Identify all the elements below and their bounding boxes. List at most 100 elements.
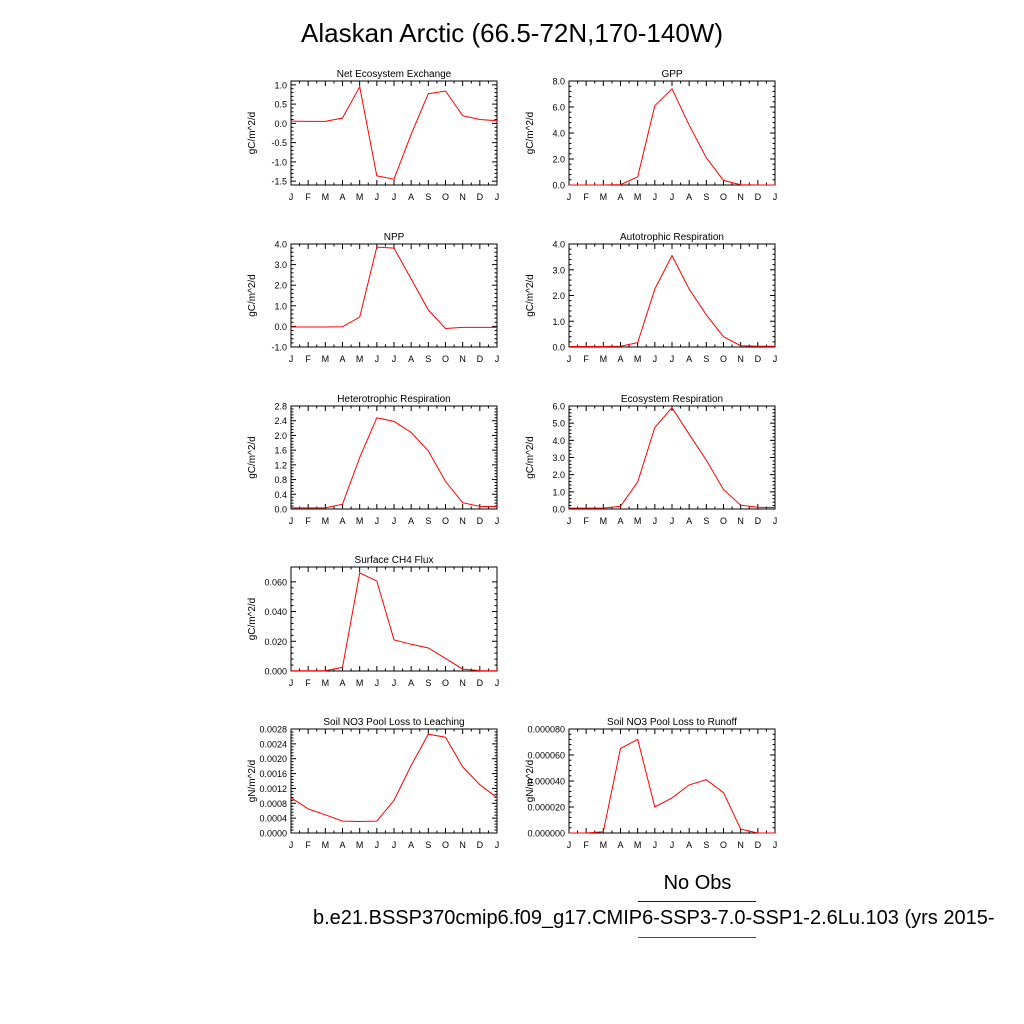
x-tick-label: D	[755, 354, 762, 364]
x-tick-label: D	[477, 354, 484, 364]
legend-run-line	[638, 937, 756, 938]
x-tick-label: J	[392, 840, 397, 850]
x-tick-label: N	[459, 516, 466, 526]
x-tick-label: J	[375, 678, 380, 688]
y-tick-label: 1.0	[274, 301, 287, 311]
x-tick-label: S	[425, 192, 431, 202]
y-tick-label: 0.060	[264, 577, 287, 587]
series-line	[569, 87, 775, 186]
x-tick-label: J	[375, 516, 380, 526]
x-tick-label: S	[425, 354, 431, 364]
x-tick-label: J	[670, 840, 675, 850]
x-tick-label: M	[634, 354, 642, 364]
x-tick-label: J	[653, 516, 658, 526]
y-axis-label: gC/m^2/d	[247, 598, 258, 641]
x-tick-label: J	[567, 354, 572, 364]
y-tick-label: 2.0	[552, 470, 565, 480]
x-tick-label: J	[375, 192, 380, 202]
x-tick-label: M	[322, 516, 330, 526]
x-tick-label: A	[408, 840, 414, 850]
y-tick-label: 0.000060	[527, 751, 565, 761]
x-tick-label: S	[703, 354, 709, 364]
series-line	[290, 733, 498, 823]
legend-run-label: b.e21.BSSP370cmip6.f09_g17.CMIP6-SSP3-7.…	[313, 907, 995, 929]
x-tick-label: A	[686, 354, 692, 364]
x-tick-label: J	[289, 516, 294, 526]
x-tick-label: J	[495, 840, 500, 850]
plot-frame	[290, 566, 498, 672]
chart-title: Ecosystem Respiration	[621, 394, 723, 405]
x-tick-label: J	[289, 678, 294, 688]
legend-obs-line	[638, 901, 756, 902]
chart-title: Soil NO3 Pool Loss to Leaching	[323, 717, 464, 728]
x-tick-label: D	[477, 840, 484, 850]
y-axis-label: gN/m^2/d	[247, 760, 258, 803]
y-tick-label: 0.0028	[259, 725, 287, 735]
y-tick-label: 5.0	[552, 419, 565, 429]
y-tick-label: 2.0	[274, 281, 287, 291]
x-tick-label: F	[305, 516, 311, 526]
x-tick-label: O	[720, 192, 727, 202]
x-tick-label: N	[737, 516, 744, 526]
x-tick-label: A	[617, 354, 623, 364]
series-line	[290, 85, 498, 180]
x-tick-label: M	[600, 192, 608, 202]
x-tick-label: J	[567, 516, 572, 526]
y-tick-label: 1.0	[552, 317, 565, 327]
x-tick-label: S	[703, 516, 709, 526]
y-tick-label: 0.020	[264, 637, 287, 647]
series-line	[291, 246, 497, 330]
x-tick-label: J	[495, 354, 500, 364]
y-tick-label: 0.000020	[527, 803, 565, 813]
x-tick-label: F	[305, 192, 311, 202]
x-tick-label: M	[600, 516, 608, 526]
y-axis-label: gC/m^2/d	[247, 112, 258, 155]
plot-frame	[290, 243, 498, 348]
x-tick-label: A	[617, 840, 623, 850]
x-tick-label: M	[356, 192, 364, 202]
y-tick-label: 0.000	[264, 667, 287, 677]
x-tick-label: M	[634, 840, 642, 850]
y-tick-label: 0.0004	[259, 814, 287, 824]
x-tick-label: N	[459, 192, 466, 202]
y-tick-label: 3.0	[552, 453, 565, 463]
series-line	[291, 572, 498, 672]
y-axis-label: gC/m^2/d	[247, 436, 258, 479]
x-tick-label: S	[703, 192, 709, 202]
chart-title: Soil NO3 Pool Loss to Runoff	[607, 717, 737, 728]
x-tick-label: A	[339, 840, 345, 850]
y-tick-label: 0.0	[274, 505, 287, 515]
y-tick-label: -1.0	[271, 157, 287, 167]
x-tick-label: J	[567, 840, 572, 850]
plot-frame	[568, 728, 776, 834]
chart-title: Net Ecosystem Exchange	[337, 69, 452, 80]
x-tick-label: D	[477, 192, 484, 202]
y-tick-label: 2.0	[274, 431, 287, 441]
x-tick-label: M	[322, 678, 330, 688]
x-tick-label: M	[356, 354, 364, 364]
x-tick-label: A	[686, 192, 692, 202]
y-tick-label: 2.4	[274, 416, 287, 426]
x-tick-label: M	[600, 354, 608, 364]
x-tick-label: J	[375, 354, 380, 364]
x-tick-label: D	[755, 516, 762, 526]
x-tick-label: J	[289, 840, 294, 850]
y-tick-label: 0.0024	[259, 739, 287, 749]
x-tick-label: O	[442, 516, 449, 526]
plot-frame	[290, 728, 498, 834]
x-tick-label: D	[477, 516, 484, 526]
y-tick-label: 0.040	[264, 607, 287, 617]
x-tick-label: N	[459, 840, 466, 850]
x-tick-label: F	[583, 516, 589, 526]
y-tick-label: 4.0	[552, 436, 565, 446]
y-tick-label: 0.8	[274, 475, 287, 485]
x-tick-label: J	[670, 516, 675, 526]
x-tick-label: A	[408, 516, 414, 526]
series-line	[569, 738, 775, 834]
